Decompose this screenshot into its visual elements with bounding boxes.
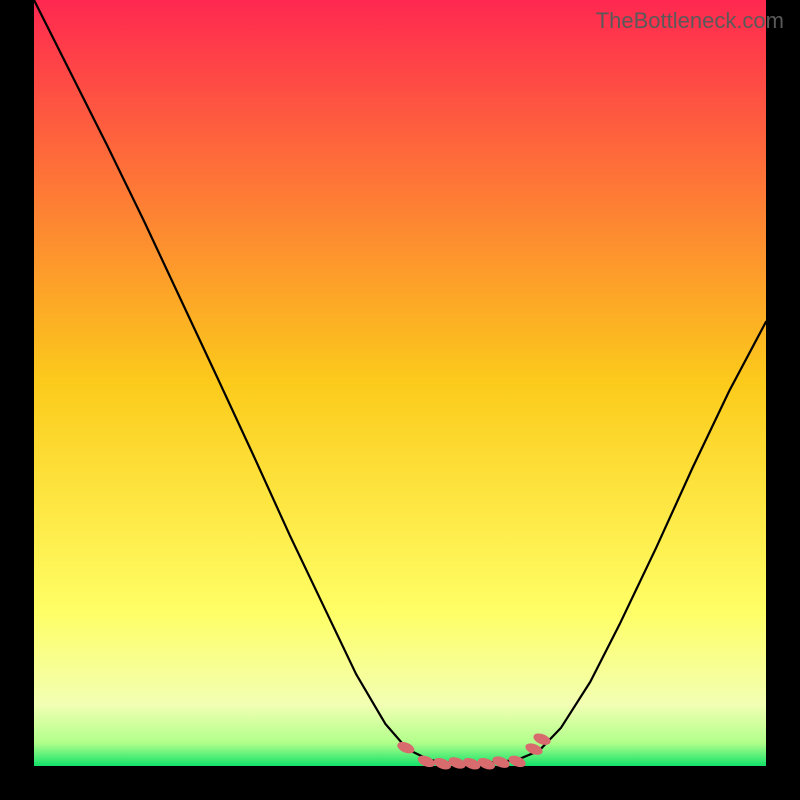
plot-background bbox=[34, 0, 766, 766]
chart-container: TheBottleneck.com bbox=[0, 0, 800, 800]
watermark-text: TheBottleneck.com bbox=[596, 8, 784, 34]
chart-svg bbox=[0, 0, 800, 800]
